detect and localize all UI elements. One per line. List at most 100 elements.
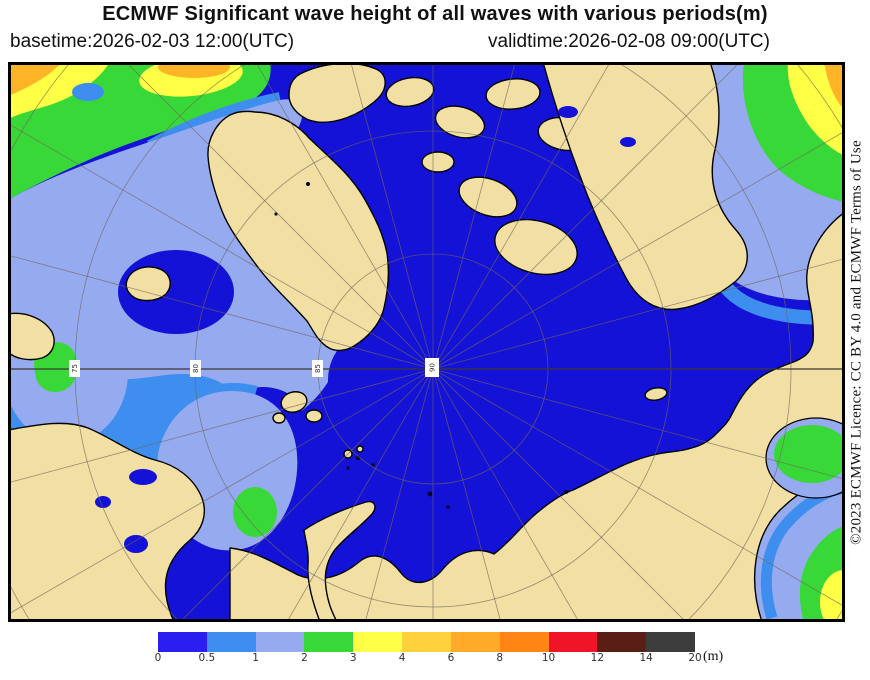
- colorbar-tick-20: 20: [688, 652, 702, 664]
- meridian-line: [255, 62, 434, 370]
- colorbar-tick-14: 14: [639, 652, 653, 664]
- colorbar-tick-1: 1: [252, 652, 259, 664]
- colorbar-segment-6-8: [450, 632, 500, 652]
- wave-height-colorbar: [158, 632, 695, 652]
- latitude-label-box-90: [425, 358, 439, 377]
- meridian-line: [432, 368, 845, 608]
- arctic-island: [485, 78, 541, 110]
- colorbar-tick-3: 3: [349, 652, 357, 664]
- colorbar-segment-14-20: [646, 632, 695, 652]
- latitude-label-box-80: [190, 360, 201, 377]
- meridian-line: [179, 368, 434, 622]
- meridian-line: [125, 62, 434, 370]
- latitude-label-text-75: 75: [71, 364, 79, 373]
- svalbard-island: [280, 391, 308, 413]
- meridian-line: [364, 368, 434, 622]
- meridian-line: [432, 368, 845, 480]
- ice-speckle: [346, 466, 350, 470]
- wave-band-orange-topright: [824, 62, 845, 110]
- meridian-line: [432, 62, 611, 370]
- colorbar-unit-label: (m): [703, 649, 724, 664]
- colorbar-tick-6: 6: [447, 652, 455, 664]
- latitude-label-box-85: [312, 360, 323, 377]
- wave-core-green-barents: [233, 487, 277, 537]
- meridian-line: [432, 368, 580, 622]
- banks-island: [458, 176, 518, 218]
- svalbard-island: [272, 412, 286, 424]
- colorbar-tick-2: 2: [301, 652, 308, 664]
- colorbar-tick-10: 10: [541, 652, 556, 664]
- latitude-label-text-85: 85: [314, 364, 322, 373]
- wave-patch-blue-in-green: [72, 83, 104, 101]
- meridian-line: [8, 123, 434, 370]
- map-border: [8, 62, 845, 622]
- meridian-line: [432, 130, 845, 370]
- lake: [620, 137, 636, 147]
- wave-patch-green-chukotka: [774, 425, 845, 483]
- scandinavia-landmass: [8, 422, 206, 622]
- colorbar-tick-0: 0: [154, 652, 162, 664]
- ice-speckle: [371, 463, 375, 467]
- wave-core-yellow-bering: [820, 570, 845, 622]
- arctic-island: [434, 105, 486, 139]
- landmasses: [8, 62, 845, 622]
- colorbar-segment-12-14: [597, 632, 647, 652]
- wave-band-orange-topleft: [8, 62, 62, 96]
- meridian-line: [286, 368, 434, 622]
- graticule-grid: [8, 62, 845, 622]
- latitude-label-box-75: [69, 360, 80, 377]
- map-canvas: 75 80 85 90: [8, 62, 845, 622]
- lake: [95, 496, 111, 508]
- meridian-line: [432, 62, 741, 370]
- meridian-line: [350, 62, 434, 370]
- colorbar-tick-4: 4: [398, 652, 406, 664]
- lake: [558, 106, 578, 118]
- copyright-notice: ©2023 ECMWF Licence: CC BY 4.0 and ECMWF…: [848, 140, 865, 545]
- colorbar-tick-0.5: 0.5: [198, 652, 216, 664]
- franz-josef-island: [356, 445, 364, 453]
- validtime-label: validtime:2026-02-08 09:00(UTC): [488, 31, 770, 52]
- baffin-coast-left-edge: [8, 312, 55, 361]
- calm-pocket-se-greenland: [328, 328, 432, 432]
- wave-band-green-topleft: [8, 62, 271, 200]
- greenland-landmass: [207, 110, 390, 352]
- meridian-line: [432, 258, 845, 370]
- lake: [129, 469, 157, 485]
- page-title: ECMWF Significant wave height of all wav…: [102, 3, 768, 25]
- wave-patch-orange-top: [158, 62, 230, 78]
- ice-speckle: [427, 491, 433, 497]
- colorbar-segment-8-10: [499, 632, 549, 652]
- meridian-line: [8, 254, 434, 370]
- meridian-line: [8, 368, 434, 615]
- latitude-labels: 75 80 85 90: [69, 358, 439, 377]
- meridian-line: [432, 62, 516, 370]
- colorbar-segment-2-3: [304, 632, 354, 652]
- colorbar-tick-12: 12: [590, 652, 605, 664]
- ice-speckle: [564, 490, 568, 494]
- polar-wave-height-map: 75 80 85 90: [8, 62, 845, 622]
- iceland-landmass: [125, 266, 171, 302]
- lake: [124, 535, 148, 553]
- latitude-label-text-90: 90: [429, 363, 437, 372]
- colorbar-segment-4-6: [402, 632, 451, 652]
- lakes-and-speckles: [95, 106, 636, 553]
- meridian-line: [432, 368, 687, 622]
- colorbar-segment-1-2: [255, 632, 305, 652]
- ellesmere-island: [288, 62, 386, 123]
- victoria-island: [494, 218, 578, 276]
- north-america-mainland: [542, 62, 748, 311]
- arctic-island: [385, 76, 435, 108]
- meridian-line: [8, 368, 434, 484]
- wrangel-island: [644, 387, 668, 401]
- colorbar-tick-8: 8: [496, 652, 504, 664]
- svalbard-island: [305, 409, 323, 423]
- colorbar-segment-0-0.5: [158, 632, 207, 652]
- ice-speckle: [446, 505, 450, 509]
- arctic-island: [421, 151, 455, 173]
- meridian-line: [432, 368, 502, 622]
- colorbar-segment-10-12: [548, 632, 598, 652]
- latitude-label-text-80: 80: [192, 364, 200, 373]
- ice-speckle: [306, 182, 310, 186]
- colorbar-segment-3-4: [353, 632, 403, 652]
